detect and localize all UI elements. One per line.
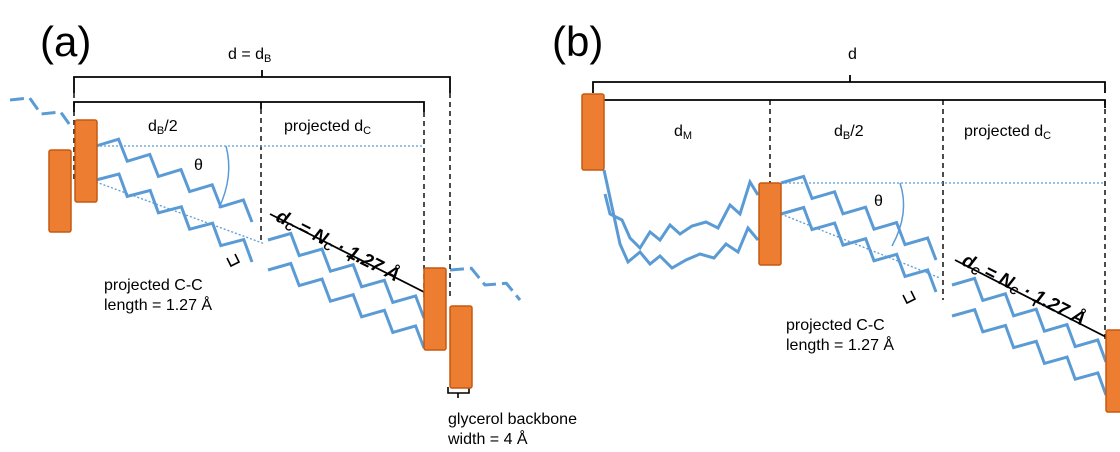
panel-a-chains — [9, 96, 522, 349]
panel-a-headgroup-right — [449, 305, 473, 389]
panel-a-theta-arc — [218, 145, 230, 209]
panel-b-chain-unsat-top — [603, 178, 760, 251]
panel-a-chain-right-bottom — [267, 261, 426, 349]
panel-b-total-label: d — [848, 46, 857, 63]
panel-a-total-bracket — [73, 76, 451, 93]
panel-b-theta-label: θ — [874, 193, 883, 210]
panel-b-headgroup-top — [581, 93, 605, 171]
panel-a-projected-label: projected dC — [284, 118, 372, 137]
panel-a-chain-right-top — [267, 231, 426, 319]
panel-a-dc-line — [269, 213, 425, 293]
panel-a-total-label: d = dB — [228, 46, 272, 65]
panel-b-headgroup-right — [1105, 329, 1120, 413]
panel-a-dotted-guides — [95, 145, 424, 245]
panel-b-dm-label: dM — [674, 123, 693, 142]
panel-a-chain-stub-left — [9, 96, 74, 129]
panel-b-chains — [602, 169, 1108, 396]
panel-a-headgroup-back — [48, 149, 72, 233]
panel-a-chain-top — [95, 137, 254, 223]
panel-b-projected-label: projected dC — [964, 123, 1052, 142]
panel-a-glycerol-bracket — [447, 387, 470, 398]
panel-b-label: (b) — [552, 18, 604, 65]
panel-a-chain-bottom — [95, 172, 254, 263]
panel-a-half-label: dB/2 — [148, 118, 178, 137]
panel-b-half-label: dB/2 — [834, 123, 864, 142]
panel-b-cc-bracket — [902, 290, 917, 305]
panel-a-chain-stub-right — [449, 266, 522, 301]
panel-b-dc-line — [954, 259, 1109, 339]
panel-a-headgroup-front — [74, 119, 98, 203]
panel-a-headgroups — [48, 119, 473, 389]
panel-b-total-bracket — [592, 81, 1106, 93]
panel-b-chain-right-bottom — [951, 307, 1108, 396]
panel-a-dimension-lines — [73, 70, 451, 112]
panel-a-dc-midtick — [347, 254, 352, 262]
panel-b-headgroups — [581, 93, 1120, 413]
panel-a-theta-label: θ — [194, 157, 203, 174]
panel-b-sub-bracket — [592, 99, 1106, 108]
panel-b-headgroup-mid — [758, 182, 782, 266]
panel-b-chain-right-top — [951, 276, 1108, 363]
panel-a-glycerol-note: glycerol backbone width = 4 Å — [448, 411, 577, 448]
panel-a-sub-bracket — [73, 101, 425, 112]
panel-b-chain-unsat-bottom — [602, 169, 760, 270]
panel-b-dotted-guides — [780, 182, 1105, 279]
panel-b-chain-bottom — [780, 205, 938, 293]
panel-a-cc-bracket — [226, 253, 241, 268]
panel-b-cc-note: projected C-C length = 1.27 Å — [786, 317, 895, 354]
panel-b-theta-arc — [891, 182, 905, 247]
panel-b-chain-top — [780, 174, 938, 261]
panel-a-headgroup-mid — [423, 267, 447, 351]
panel-a-label: (a) — [40, 18, 92, 65]
panel-a-cc-note: projected C-C length = 1.27 Å — [104, 277, 213, 314]
panel-b-dc-midtick — [1032, 299, 1037, 307]
panel-b-dimension-lines — [592, 75, 1106, 108]
